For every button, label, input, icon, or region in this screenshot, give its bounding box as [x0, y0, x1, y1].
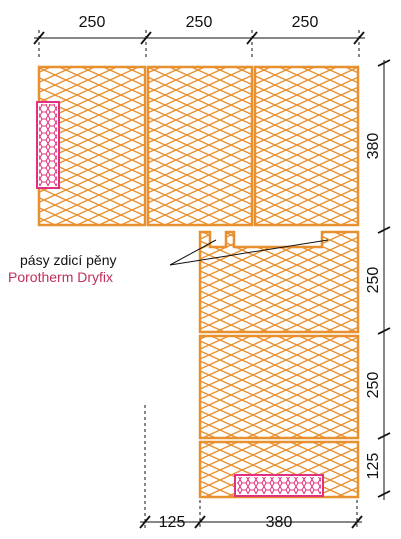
dim-right-1: 380	[365, 133, 382, 160]
dim-top-3: 250	[292, 14, 319, 31]
dim-top-1: 250	[79, 14, 106, 31]
dim-bottom-2: 380	[266, 514, 293, 531]
dimension-lines	[33, 30, 391, 530]
block-top-3	[253, 65, 360, 227]
block-side-2	[198, 334, 360, 440]
dim-bottom-1: 125	[159, 514, 186, 531]
insulation-bottom-hatch	[237, 477, 321, 494]
top-wall	[36, 65, 360, 227]
dimension-texts: 250 250 250 380 250 250 125 125 380	[79, 14, 382, 531]
dim-top-2: 250	[186, 14, 213, 31]
product-name-label: Porotherm Dryfix	[8, 269, 114, 285]
annotation-label: pásy zdicí pěny	[20, 252, 117, 268]
dim-right-4: 125	[365, 453, 382, 480]
insulation-left-hatch	[39, 104, 57, 186]
dim-right-2: 250	[365, 267, 382, 294]
dim-right-3: 250	[365, 372, 382, 399]
block-side-1	[198, 230, 360, 334]
side-wall	[198, 230, 360, 499]
block-top-2	[146, 65, 254, 227]
